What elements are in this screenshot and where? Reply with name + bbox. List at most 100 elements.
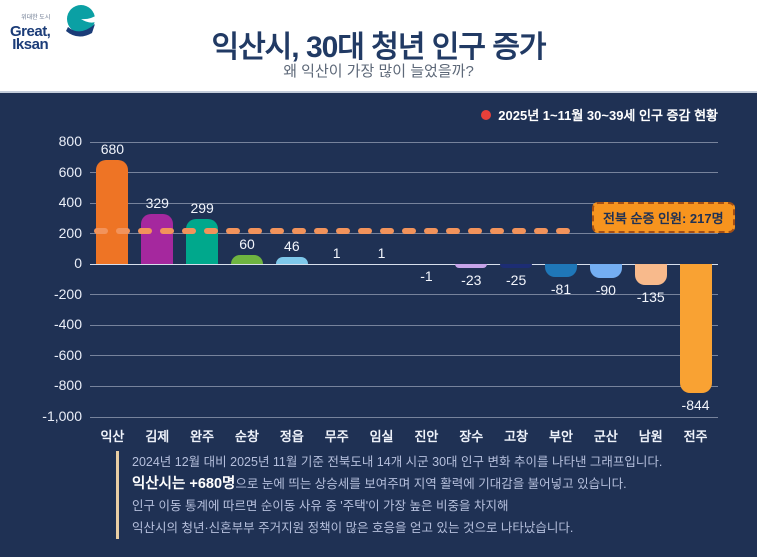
legend-label: 2025년 1~11월 30~39세 인구 증감 현황	[498, 108, 718, 123]
logo-text: 위대한 도시 Great, Iksan	[10, 12, 51, 53]
reference-line-dash	[270, 228, 284, 235]
gridline	[90, 263, 718, 265]
reference-line-dash	[336, 228, 350, 235]
bar-value-label: 299	[190, 199, 214, 216]
bar	[231, 255, 263, 265]
y-axis-label: -800	[53, 377, 82, 394]
bar-value-label: 680	[100, 141, 125, 158]
x-axis-label: 부안	[549, 429, 573, 444]
caption-line: 인구 이동 통계에 따르면 순이동 사유 중 '주택'이 가장 높은 비중을 차…	[132, 499, 509, 513]
bar	[186, 218, 219, 265]
y-axis-label: 0	[74, 255, 82, 272]
y-axis-label: -200	[53, 285, 82, 302]
header: 위대한 도시 Great, Iksan 익산시, 30대 청년 인구 증가 왜 …	[0, 0, 757, 93]
reference-line-dash	[94, 228, 108, 235]
legend-dot-icon	[481, 109, 492, 120]
bar	[545, 264, 577, 277]
bar	[634, 264, 667, 285]
caption-highlight: 익산시는 +680명	[132, 476, 236, 492]
reference-line-dash	[160, 228, 174, 235]
bar-value-label: -90	[595, 281, 616, 298]
bar	[141, 213, 174, 265]
x-axis-label: 익산	[100, 429, 125, 444]
bar-value-label: -844	[681, 397, 710, 414]
reference-line-dash	[226, 228, 240, 235]
reference-line-dash	[534, 228, 548, 235]
reference-line-dash	[204, 228, 218, 235]
bar-chart: 800 600 400 200 0 -200 -400 -600 -800 -1,000 680 익산…	[0, 93, 757, 557]
bar-value-label: 46	[284, 238, 300, 255]
gridline	[90, 202, 718, 204]
reference-line-dash	[292, 228, 306, 235]
bar-value-label: 1	[332, 245, 341, 262]
reference-line-dash	[138, 228, 152, 235]
gridline	[90, 416, 718, 418]
page-subtitle: 왜 익산이 가장 많이 늘었을까?	[283, 63, 474, 80]
y-axis-label: 600	[58, 163, 82, 180]
x-axis-label: 무주	[324, 429, 349, 444]
bar-value-label: 329	[145, 194, 169, 211]
caption-line: 익산시의 청년·신혼부부 주거지원 정책이 많은 호응을 얻고 있는 것으로 나…	[132, 521, 574, 535]
y-axis-label: -400	[53, 316, 82, 333]
x-axis-label: 김제	[145, 429, 170, 444]
bar-value-label: 60	[239, 236, 255, 253]
reference-line-dash	[402, 228, 416, 235]
chart-panel: 2025년 1~11월 30~39세 인구 증감 현황 800 600 400 200…	[0, 93, 757, 557]
page-title: 익산시, 30대 청년 인구 증가	[211, 31, 546, 64]
gridline	[90, 355, 718, 357]
x-axis-label: 고창	[504, 429, 529, 444]
bar-value-label: -1	[420, 268, 433, 285]
caption-line: 2024년 12월 대비 2025년 11월 기준 전북도내 14개 시군 30…	[132, 455, 663, 469]
reference-line-dash	[556, 228, 570, 235]
x-axis-label: 진안	[414, 429, 439, 444]
x-axis-label: 군산	[593, 429, 618, 444]
bar	[275, 257, 308, 265]
y-axis-label: 200	[58, 224, 82, 241]
gridline	[90, 172, 718, 174]
bar-value-label: -25	[506, 272, 527, 289]
logo-wordmark-line2: Iksan	[12, 36, 49, 53]
logo-tagline: 위대한 도시	[21, 15, 51, 21]
chart-legend: 2025년 1~11월 30~39세 인구 증감 현황	[481, 105, 718, 124]
iksan-logo: 위대한 도시 Great, Iksan	[8, 4, 103, 52]
gridline	[90, 385, 718, 387]
reference-line-dash	[424, 228, 438, 235]
reference-line-dash	[512, 228, 526, 235]
logo-wordmark-line1: Great,	[10, 23, 51, 40]
bar-value-label: -23	[461, 271, 482, 288]
gridline	[90, 141, 718, 143]
x-axis-label: 전주	[683, 429, 708, 444]
reference-line-dash	[380, 228, 394, 235]
bar	[679, 264, 712, 394]
reference-line-dash	[446, 228, 460, 235]
gridline	[90, 294, 718, 296]
x-axis-label: 장수	[459, 429, 484, 444]
y-axis-label: -1,000	[42, 408, 82, 424]
iksan-g-swoosh-icon	[66, 5, 99, 37]
x-axis-label: 임실	[369, 429, 394, 444]
bar	[589, 264, 622, 278]
x-axis-label: 완주	[190, 429, 215, 444]
y-axis-label: -600	[53, 346, 82, 363]
reference-line-dash	[358, 228, 372, 235]
bar	[455, 264, 488, 268]
caption-block: 2024년 12월 대비 2025년 11월 기준 전북도내 14개 시군 30…	[116, 451, 716, 539]
bar-value-label: -81	[550, 280, 572, 297]
reference-line-dash	[182, 228, 196, 235]
x-axis-label: 남원	[638, 429, 663, 444]
reference-line-dash	[490, 228, 504, 235]
x-axis-label: 순창	[235, 429, 259, 444]
y-axis-label: 800	[58, 133, 82, 149]
gridline	[90, 324, 718, 326]
reference-line-dash	[116, 228, 130, 235]
y-axis-label: 400	[58, 194, 82, 211]
reference-line-dash	[248, 228, 262, 235]
reference-line-dash	[468, 228, 482, 235]
x-axis-label: 정읍	[279, 429, 304, 444]
caption-line-highlighted: 익산시는 +680명으로 눈에 띄는 상승세를 보여주며 지역 활력에 기대감을…	[132, 476, 627, 492]
bar-value-label: 1	[377, 245, 386, 262]
reference-line-dash	[314, 228, 328, 235]
bar	[96, 160, 129, 265]
reference-annotation: 전북 순증 인원: 217명	[592, 202, 735, 234]
